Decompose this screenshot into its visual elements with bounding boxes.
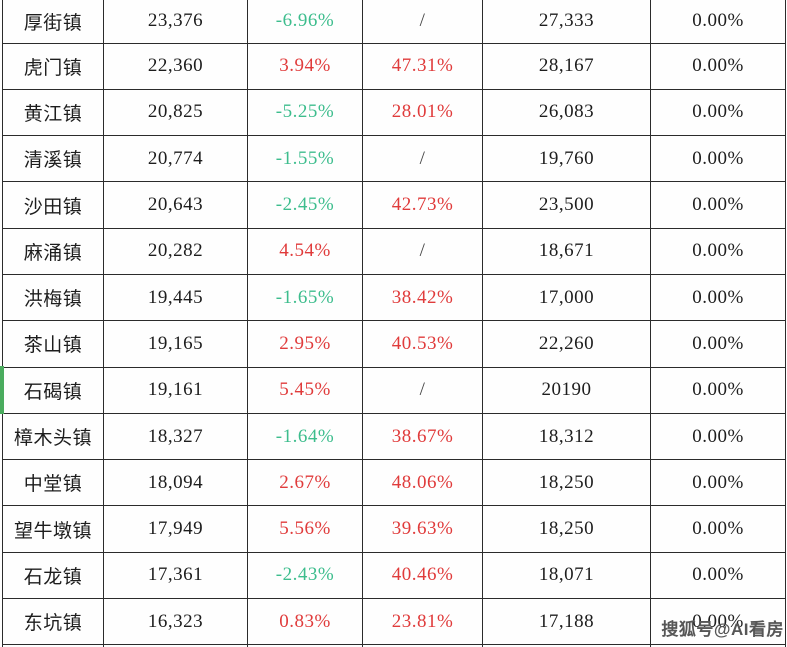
cell-zero-pct: 0.00% [651, 460, 786, 507]
cell-ref-price: 28,167 [483, 43, 651, 90]
cell-town-name: 石龙镇 [3, 552, 104, 600]
cell-mom-change: -1.65% [248, 274, 363, 322]
cell-town-name: 洪梅镇 [3, 274, 104, 322]
cell-price: 22,360 [104, 43, 248, 90]
cell-ref-price: 20190 [483, 367, 651, 414]
cell-yoy-rate: 23.81% [363, 599, 483, 646]
cell-ref-price: 18,671 [483, 228, 651, 275]
cell-yoy-rate: 40.53% [363, 321, 483, 368]
cell-zero-pct: 0.00% [651, 367, 786, 414]
cell-yoy-rate: 40.46% [363, 552, 483, 600]
cell-yoy-rate: 39.63% [363, 506, 483, 553]
cell-mom-change: -1.55% [248, 136, 363, 183]
cell-mom-change: 3.94% [248, 43, 363, 90]
cell-town-name: 东坑镇 [3, 599, 104, 646]
cell-zero-pct: 0.00% [651, 89, 786, 137]
cell-price: 18,327 [104, 413, 248, 461]
cell-mom-change: 2.67% [248, 460, 363, 507]
cell-ref-price: 18,071 [483, 552, 651, 600]
cell-yoy-rate: 48.06% [363, 460, 483, 507]
cell-zero-pct: 0.00% [651, 136, 786, 183]
cell-mom-change: -2.43% [248, 552, 363, 600]
cell-yoy-rate [363, 645, 483, 647]
cell-price: 19,161 [104, 367, 248, 414]
cell-ref-price: 22,260 [483, 321, 651, 368]
cell-yoy-rate: 42.73% [363, 182, 483, 229]
cell-town-name: 茶山镇 [3, 321, 104, 368]
cell-price: 19,445 [104, 274, 248, 322]
cell-price: 20,825 [104, 89, 248, 137]
cell-ref-price: 18,250 [483, 460, 651, 507]
cell-ref-price: 17,188 [483, 599, 651, 646]
cell-ref-price: 27,333 [483, 0, 651, 44]
cell-ref-price: 18,250 [483, 506, 651, 553]
cell-mom-change: 2.95% [248, 321, 363, 368]
cell-mom-change: -5.25% [248, 89, 363, 137]
cell-mom-change: -1.64% [248, 413, 363, 461]
cell-ref-price [483, 645, 651, 647]
cell-price: 20,282 [104, 228, 248, 275]
cell-zero-pct: 0.00% [651, 0, 786, 44]
cell-town-name: 厚街镇 [3, 0, 104, 44]
cell-town-name: 黄江镇 [3, 89, 104, 137]
cell-price [104, 645, 248, 647]
cell-town-name: 沙田镇 [3, 182, 104, 229]
cell-mom-change: 4.54% [248, 228, 363, 275]
cell-town-name: 望牛墩镇 [3, 506, 104, 553]
cell-mom-change: -2.45% [248, 182, 363, 229]
cell-price: 20,643 [104, 182, 248, 229]
cell-zero-pct: 0.00% [651, 552, 786, 600]
cell-mom-change: 5.56% [248, 506, 363, 553]
cell-price: 19,165 [104, 321, 248, 368]
cell-yoy-rate: / [363, 367, 483, 414]
cell-town-name [3, 645, 104, 647]
cell-town-name: 石碣镇 [0, 365, 104, 415]
cell-zero-pct: 0.00% [651, 43, 786, 90]
cell-yoy-rate: 47.31% [363, 43, 483, 90]
cell-price: 23,376 [104, 0, 248, 44]
cell-zero-pct: 0.00% [651, 599, 786, 646]
cell-price: 18,094 [104, 460, 248, 507]
cell-zero-pct [651, 645, 786, 647]
cell-yoy-rate: / [363, 136, 483, 183]
cell-mom-change: 0.83% [248, 599, 363, 646]
cell-price: 17,361 [104, 552, 248, 600]
watermark: 搜狐号@AI看房 [661, 620, 784, 639]
cell-ref-price: 23,500 [483, 182, 651, 229]
cell-price: 16,323 [104, 599, 248, 646]
cell-yoy-rate: 28.01% [363, 89, 483, 137]
cell-ref-price: 18,312 [483, 413, 651, 461]
cell-ref-price: 19,760 [483, 136, 651, 183]
cell-zero-pct: 0.00% [651, 413, 786, 461]
cell-zero-pct: 0.00% [651, 228, 786, 275]
cell-zero-pct: 0.00% [651, 506, 786, 553]
cell-town-name: 麻涌镇 [3, 228, 104, 275]
cell-yoy-rate: 38.42% [363, 274, 483, 322]
cell-ref-price: 17,000 [483, 274, 651, 322]
cell-yoy-rate: / [363, 0, 483, 44]
cell-zero-pct: 0.00% [651, 321, 786, 368]
cell-mom-change [248, 645, 363, 647]
cell-zero-pct: 0.00% [651, 274, 786, 322]
cell-mom-change: -6.96% [248, 0, 363, 44]
cell-town-name: 虎门镇 [3, 43, 104, 90]
cell-town-name: 中堂镇 [3, 460, 104, 507]
cell-town-name: 清溪镇 [3, 136, 104, 183]
cell-ref-price: 26,083 [483, 89, 651, 137]
cell-yoy-rate: 38.67% [363, 413, 483, 461]
cell-price: 17,949 [104, 506, 248, 553]
cell-town-name: 樟木头镇 [3, 413, 104, 461]
cell-yoy-rate: / [363, 228, 483, 275]
cell-zero-pct: 0.00% [651, 182, 786, 229]
cell-price: 20,774 [104, 136, 248, 183]
cell-mom-change: 5.45% [248, 367, 363, 414]
